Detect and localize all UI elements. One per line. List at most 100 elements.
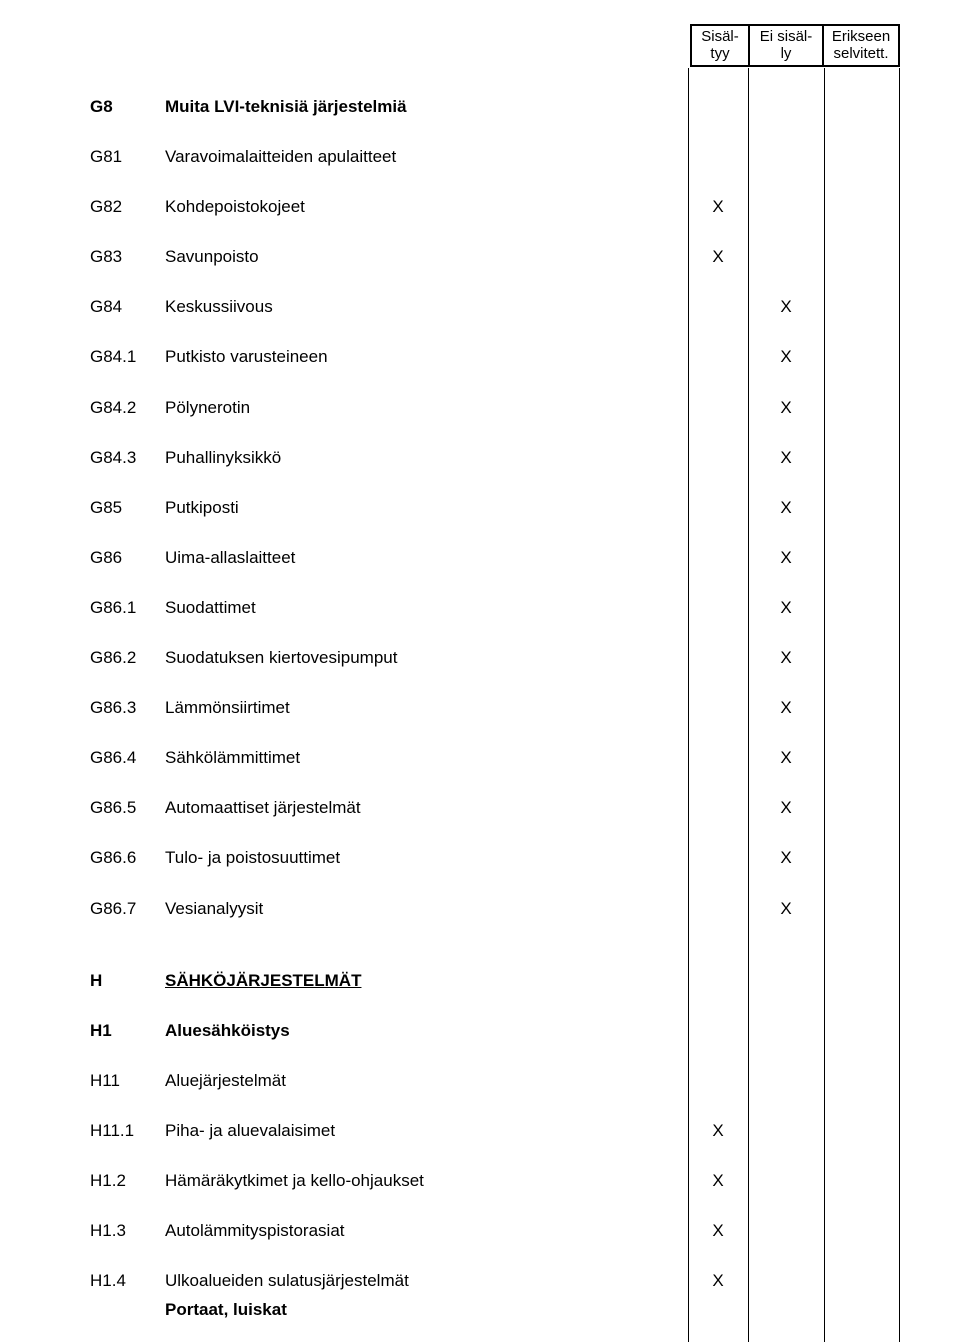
row-spacer [90,377,900,389]
row-marks: X [688,1170,900,1192]
row-code: G84.2 [90,397,165,419]
row-code: H [90,970,165,992]
header-col-3-line-1: Erikseen [832,28,890,45]
list-row: H1.2Hämäräkytkimet ja kello-ohjauksetX [90,1162,900,1200]
row-label: Varavoimalaitteiden apulaitteet [165,146,688,168]
row-marks: X [688,346,900,368]
row-label: Sähkölämmittimet [165,747,688,769]
row-label: Putkisto varusteineen [165,346,688,368]
row-label: SÄHKÖJÄRJESTELMÄT [165,970,688,992]
row-spacer [90,1050,900,1062]
row-code: G86.2 [90,647,165,669]
row-mark-col-1: X [688,196,748,218]
row-code: G84 [90,296,165,318]
row-label: Hämäräkytkimet ja kello-ohjaukset [165,1170,688,1192]
row-label: Suodatuksen kiertovesipumput [165,647,688,669]
row-marks: X [688,1270,900,1292]
row-label: Aluejärjestelmät [165,1070,688,1092]
row-mark-col-3 [824,1120,900,1142]
header-col-1-line-2: tyy [710,45,729,62]
row-label: Uima-allaslaitteet [165,547,688,569]
row-code: G81 [90,146,165,168]
row-label: Putkiposti [165,497,688,519]
list-row: G84KeskussiivousX [90,288,900,326]
row-mark-col-1: X [688,1120,748,1142]
row-spacer [90,1150,900,1162]
row-mark-col-1: X [688,1270,748,1292]
row-mark-col-3 [824,296,900,318]
row-marks: X [688,447,900,469]
row-spacer [90,226,900,238]
row-label: Muita LVI-teknisiä järjestelmiä [165,96,688,118]
list-row: G85Putkiposti X [90,489,900,527]
row-spacer [90,477,900,489]
row-code: H1 [90,1020,165,1042]
row-mark-col-3 [824,196,900,218]
row-marks: X [688,547,900,569]
row-label: Automaattiset järjestelmät [165,797,688,819]
row-mark-col-2: X [748,397,824,419]
row-code: G86.6 [90,847,165,869]
row-mark-col-1 [688,597,748,619]
row-mark-col-1 [688,847,748,869]
row-marks: X [688,898,900,920]
row-spacer [90,427,900,439]
row-spacer [90,1200,900,1212]
header-col-3: Erikseen selvitett. [823,25,899,66]
row-label: Piha- ja aluevalaisimet [165,1120,688,1142]
row-mark-col-1 [688,497,748,519]
row-spacer [90,1000,900,1012]
list-row: H1Aluesähköistys [90,1012,900,1050]
row-mark-col-1 [688,547,748,569]
row-label: Ulkoalueiden sulatusjärjestelmät [165,1270,688,1292]
row-mark-col-3 [824,1170,900,1192]
list-row: G83SavunpoistoX [90,238,900,276]
list-row: G86.1SuodattimetX [90,589,900,627]
row-label: Tulo- ja poistosuuttimet [165,847,688,869]
row-mark-col-1 [688,797,748,819]
row-marks: X [688,497,900,519]
row-mark-col-3 [824,747,900,769]
row-mark-col-3 [824,346,900,368]
row-spacer [90,527,900,539]
row-mark-col-2: X [748,296,824,318]
row-spacer [90,727,900,739]
row-mark-col-3 [824,697,900,719]
row-mark-col-1: X [688,246,748,268]
row-mark-col-3 [824,898,900,920]
header-col-2: Ei sisäl- ly [749,25,823,66]
row-spacer [90,878,900,890]
row-mark-col-1: X [688,1220,748,1242]
row-spacer [90,326,900,338]
row-code: G86.5 [90,797,165,819]
list-row: H11.1Piha- ja aluevalaisimetX [90,1112,900,1150]
row-code: G82 [90,196,165,218]
row-code: G86.4 [90,747,165,769]
row-mark-col-3 [824,1220,900,1242]
header-col-2-line-1: Ei sisäl- [760,28,813,45]
row-mark-col-3 [824,597,900,619]
row-mark-col-2 [748,1170,824,1192]
list-row: G86Uima-allaslaitteet X [90,539,900,577]
page: Sisäl- tyy Ei sisäl- ly Erikseen selvite… [0,0,960,1342]
row-label: Savunpoisto [165,246,688,268]
row-marks: X [688,697,900,719]
row-spacer [90,176,900,188]
row-mark-col-3 [824,1270,900,1292]
row-spacer [90,627,900,639]
row-code: G85 [90,497,165,519]
list-row: G86.2Suodatuksen kiertovesipumputX [90,639,900,677]
row-spacer [90,1250,900,1262]
row-code: G86.7 [90,898,165,920]
row-code: H1.3 [90,1220,165,1242]
row-mark-col-2: X [748,497,824,519]
row-code: G86 [90,547,165,569]
row-marks: X [688,296,900,318]
row-mark-col-2: X [748,547,824,569]
row-mark-col-1 [688,697,748,719]
row-label: Pölynerotin [165,397,688,419]
row-mark-col-3 [824,246,900,268]
row-mark-col-3 [824,547,900,569]
row-mark-col-3 [824,847,900,869]
row-code: H11.1 [90,1120,165,1142]
